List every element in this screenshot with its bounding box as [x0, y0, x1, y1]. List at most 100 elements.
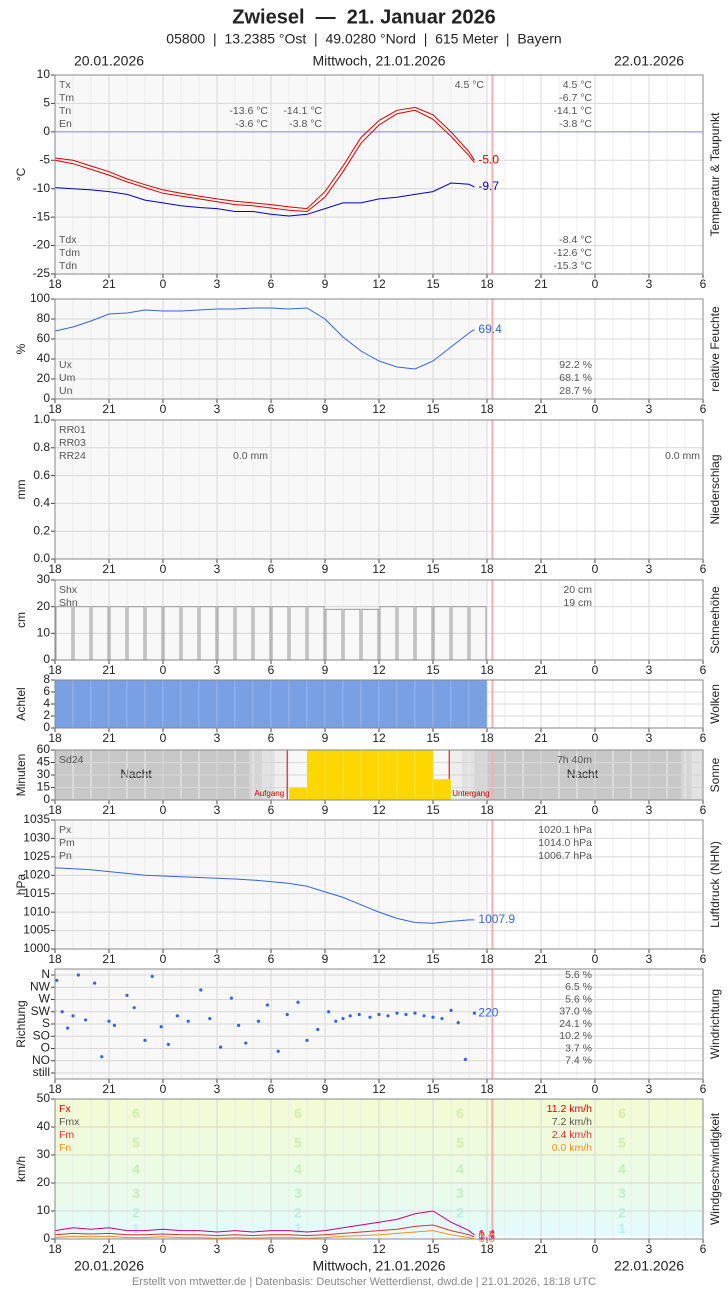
- x-tick-label: 3: [214, 402, 221, 416]
- beaufort-label: 4: [456, 1161, 464, 1177]
- point: [386, 1014, 390, 1018]
- x-tick-label: 15: [426, 731, 440, 745]
- bar: [414, 679, 434, 729]
- x-tick-label: 3: [646, 803, 653, 817]
- bar: [216, 679, 236, 729]
- point: [132, 1006, 136, 1010]
- stat-value: 0.0 km/h: [552, 1142, 592, 1154]
- point: [186, 1019, 190, 1023]
- x-tick-label: 15: [426, 562, 440, 576]
- x-tick-label: 9: [322, 1242, 329, 1256]
- stat-label: Pm: [59, 837, 75, 849]
- bar: [234, 679, 254, 729]
- x-tick-label: 21: [534, 1242, 548, 1256]
- x-tick-label: 0: [160, 1082, 167, 1096]
- stat-value: 11.2 km/h: [547, 1103, 592, 1115]
- data-label: 1.4: [478, 1227, 495, 1241]
- x-tick-label: 6: [700, 1242, 707, 1256]
- bar: [198, 679, 218, 729]
- bar: [54, 679, 74, 729]
- stat-value: -15.3 °C: [553, 260, 592, 272]
- bar: [144, 679, 164, 729]
- beaufort-label: 2: [618, 1205, 626, 1221]
- x-tick-label: 18: [48, 731, 62, 745]
- beaufort-label: 2: [132, 1205, 140, 1221]
- x-tick-label: 18: [48, 1242, 62, 1256]
- x-tick-label: 21: [102, 731, 116, 745]
- bar: [468, 679, 488, 729]
- point: [341, 1016, 345, 1021]
- y-tick-label: 20: [37, 1175, 51, 1189]
- x-tick-label: 0: [592, 952, 599, 966]
- stat-label: Ux: [59, 359, 73, 371]
- stat-label: RR01: [59, 424, 86, 436]
- point: [357, 1012, 361, 1017]
- x-tick-label: 21: [534, 562, 548, 576]
- point: [93, 981, 97, 985]
- beaufort-label: 6: [618, 1105, 626, 1121]
- period-value: -13.6 °C: [229, 105, 268, 117]
- side-label: Schneehöhe: [708, 586, 722, 654]
- y-tick-label: 60: [37, 742, 51, 756]
- line: [54, 1224, 475, 1238]
- point: [395, 1011, 399, 1015]
- x-tick-label: 12: [372, 562, 386, 576]
- y-tick-label: 80: [37, 311, 51, 325]
- y-tick-label: 0: [43, 124, 50, 138]
- x-tick-label: 18: [48, 1082, 62, 1096]
- stat-value: -3.8 °C: [559, 118, 592, 130]
- share-value: 6.5 %: [565, 981, 592, 993]
- point: [431, 1015, 435, 1019]
- beaufort-label: 4: [618, 1161, 626, 1177]
- y-tick-label: 1.0: [33, 412, 50, 426]
- bar: [306, 679, 326, 729]
- date-left: 20.01.2026: [74, 53, 144, 69]
- y-tick-label: 1020: [23, 867, 50, 881]
- stat-value: 68.1 %: [559, 372, 592, 384]
- footer: Erstellt von mtwetter.de | Datenbasis: D…: [132, 1276, 596, 1288]
- y-tick-label: -25: [33, 266, 51, 280]
- y-tick-label: 4: [43, 696, 50, 710]
- beaufort-label: 2: [456, 1205, 464, 1221]
- x-tick-label: 21: [102, 1242, 116, 1256]
- stat-value: -6.7 °C: [559, 92, 592, 104]
- beaufort-label: 1: [456, 1220, 464, 1236]
- x-tick-label: 6: [700, 663, 707, 677]
- x-tick-label: 15: [426, 1082, 440, 1096]
- side-label: Niederschlag: [708, 454, 722, 524]
- x-tick-label: 3: [646, 1242, 653, 1256]
- x-tick-label: 6: [268, 731, 275, 745]
- y-tick-label: NW: [30, 979, 51, 993]
- x-tick-label: 0: [160, 1242, 167, 1256]
- point: [327, 1010, 331, 1014]
- y-axis-label: mm: [14, 480, 28, 500]
- period-value: -3.6 °C: [235, 118, 268, 130]
- x-tick-label: 0: [160, 562, 167, 576]
- data-label: 1007.9: [478, 912, 515, 926]
- y-axis-label: Richtung: [14, 1000, 28, 1047]
- y-tick-label: 10: [37, 67, 51, 81]
- x-tick-label: 6: [268, 803, 275, 817]
- point: [159, 1025, 163, 1029]
- data-label: -9.7: [478, 179, 499, 193]
- point: [463, 1057, 467, 1061]
- point: [265, 1003, 269, 1007]
- beaufort-label: 5: [456, 1135, 464, 1151]
- bar: [270, 679, 290, 729]
- x-tick-label: 18: [480, 1082, 494, 1096]
- stat-label: RR24: [59, 450, 86, 462]
- bar: [360, 749, 380, 801]
- point: [285, 1012, 289, 1017]
- bar: [342, 749, 362, 801]
- plot-frame: [54, 579, 704, 661]
- x-tick-label: 3: [214, 1082, 221, 1096]
- stat-label: Sd24: [59, 754, 84, 766]
- x-tick-label: 21: [534, 952, 548, 966]
- point: [175, 1014, 179, 1018]
- y-tick-label: -10: [33, 181, 51, 195]
- plot-frame: [54, 819, 704, 950]
- y-tick-label: 0: [43, 391, 50, 405]
- plot-frame: [54, 1098, 704, 1240]
- point: [456, 1021, 460, 1025]
- x-tick-label: 21: [102, 277, 116, 291]
